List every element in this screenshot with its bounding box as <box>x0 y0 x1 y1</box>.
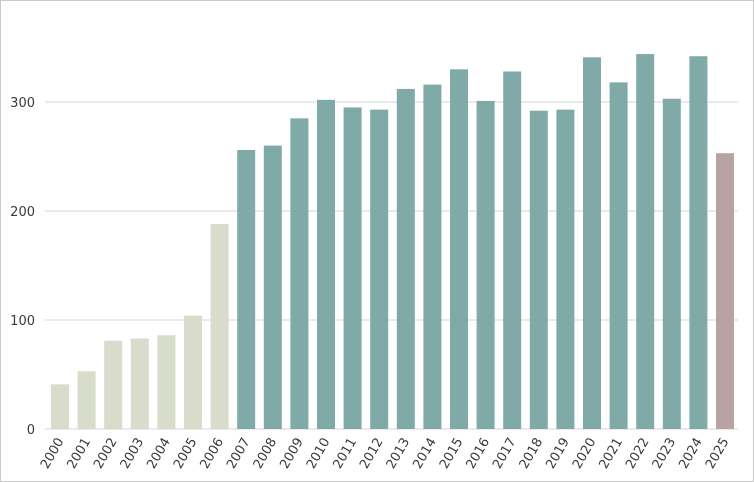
x-tick-label: 2012 <box>357 436 387 472</box>
x-tick-label: 2022 <box>623 436 653 472</box>
x-tick-label: 2023 <box>650 436 680 472</box>
bar-2004 <box>157 335 176 429</box>
bar-2022 <box>636 54 655 429</box>
bar-2003 <box>130 338 149 429</box>
bar-2010 <box>317 99 335 429</box>
x-tick-label: 2003 <box>118 436 148 472</box>
bar-2017 <box>503 71 522 429</box>
bar-2016 <box>476 100 495 429</box>
bar-2008 <box>263 145 282 429</box>
x-tick-label: 2025 <box>703 436 733 472</box>
x-tick-label: 2001 <box>65 436 95 472</box>
x-tick-label: 2000 <box>38 436 68 472</box>
x-tick-label: 2009 <box>277 436 307 472</box>
x-tick-label: 2018 <box>517 436 547 472</box>
bar-2015 <box>450 69 468 430</box>
x-tick-label: 2021 <box>597 436 627 472</box>
bar-2020 <box>583 57 601 430</box>
bar-2023 <box>662 98 681 429</box>
x-tick-label: 2005 <box>171 436 201 472</box>
x-tick-label: 2006 <box>198 436 228 472</box>
bar-2012 <box>370 109 389 429</box>
x-axis-ticks: 2000200120022003200420052006200720082009… <box>38 435 733 471</box>
bar-2018 <box>529 110 548 429</box>
bar-2005 <box>184 315 202 429</box>
x-tick-label: 2013 <box>384 436 414 472</box>
bar-2011 <box>343 107 362 429</box>
bars <box>51 54 734 430</box>
x-tick-label: 2004 <box>144 436 174 472</box>
x-tick-label: 2024 <box>676 436 706 472</box>
bar-2021 <box>609 82 628 429</box>
bar-2019 <box>556 109 575 429</box>
x-tick-label: 2011 <box>331 436 361 472</box>
x-tick-label: 2007 <box>224 436 254 472</box>
x-tick-label: 2014 <box>410 436 440 472</box>
x-tick-label: 2002 <box>91 436 121 472</box>
x-tick-label: 2010 <box>304 436 334 472</box>
y-tick-label: 100 <box>10 314 35 329</box>
x-tick-label: 2020 <box>570 436 600 472</box>
bar-2002 <box>104 340 123 429</box>
bar-2001 <box>77 371 96 429</box>
x-tick-label: 2015 <box>437 436 467 472</box>
bar-2025 <box>716 153 734 430</box>
x-tick-label: 2016 <box>464 435 494 471</box>
x-tick-label: 2008 <box>251 436 281 472</box>
y-tick-label: 0 <box>27 423 35 438</box>
x-tick-label: 2019 <box>543 436 573 472</box>
bar-2009 <box>290 118 309 429</box>
bar-2000 <box>51 384 69 429</box>
x-tick-label: 2017 <box>490 436 520 472</box>
gridlines <box>45 101 738 430</box>
bar-2024 <box>689 56 708 429</box>
y-tick-label: 300 <box>10 96 35 111</box>
bar-2013 <box>396 88 415 430</box>
bar-2014 <box>423 84 442 429</box>
y-tick-label: 200 <box>10 205 35 220</box>
bar-2006 <box>210 224 229 429</box>
y-axis-ticks: 0 100 200 300 <box>10 96 35 438</box>
bar-2007 <box>237 149 256 429</box>
